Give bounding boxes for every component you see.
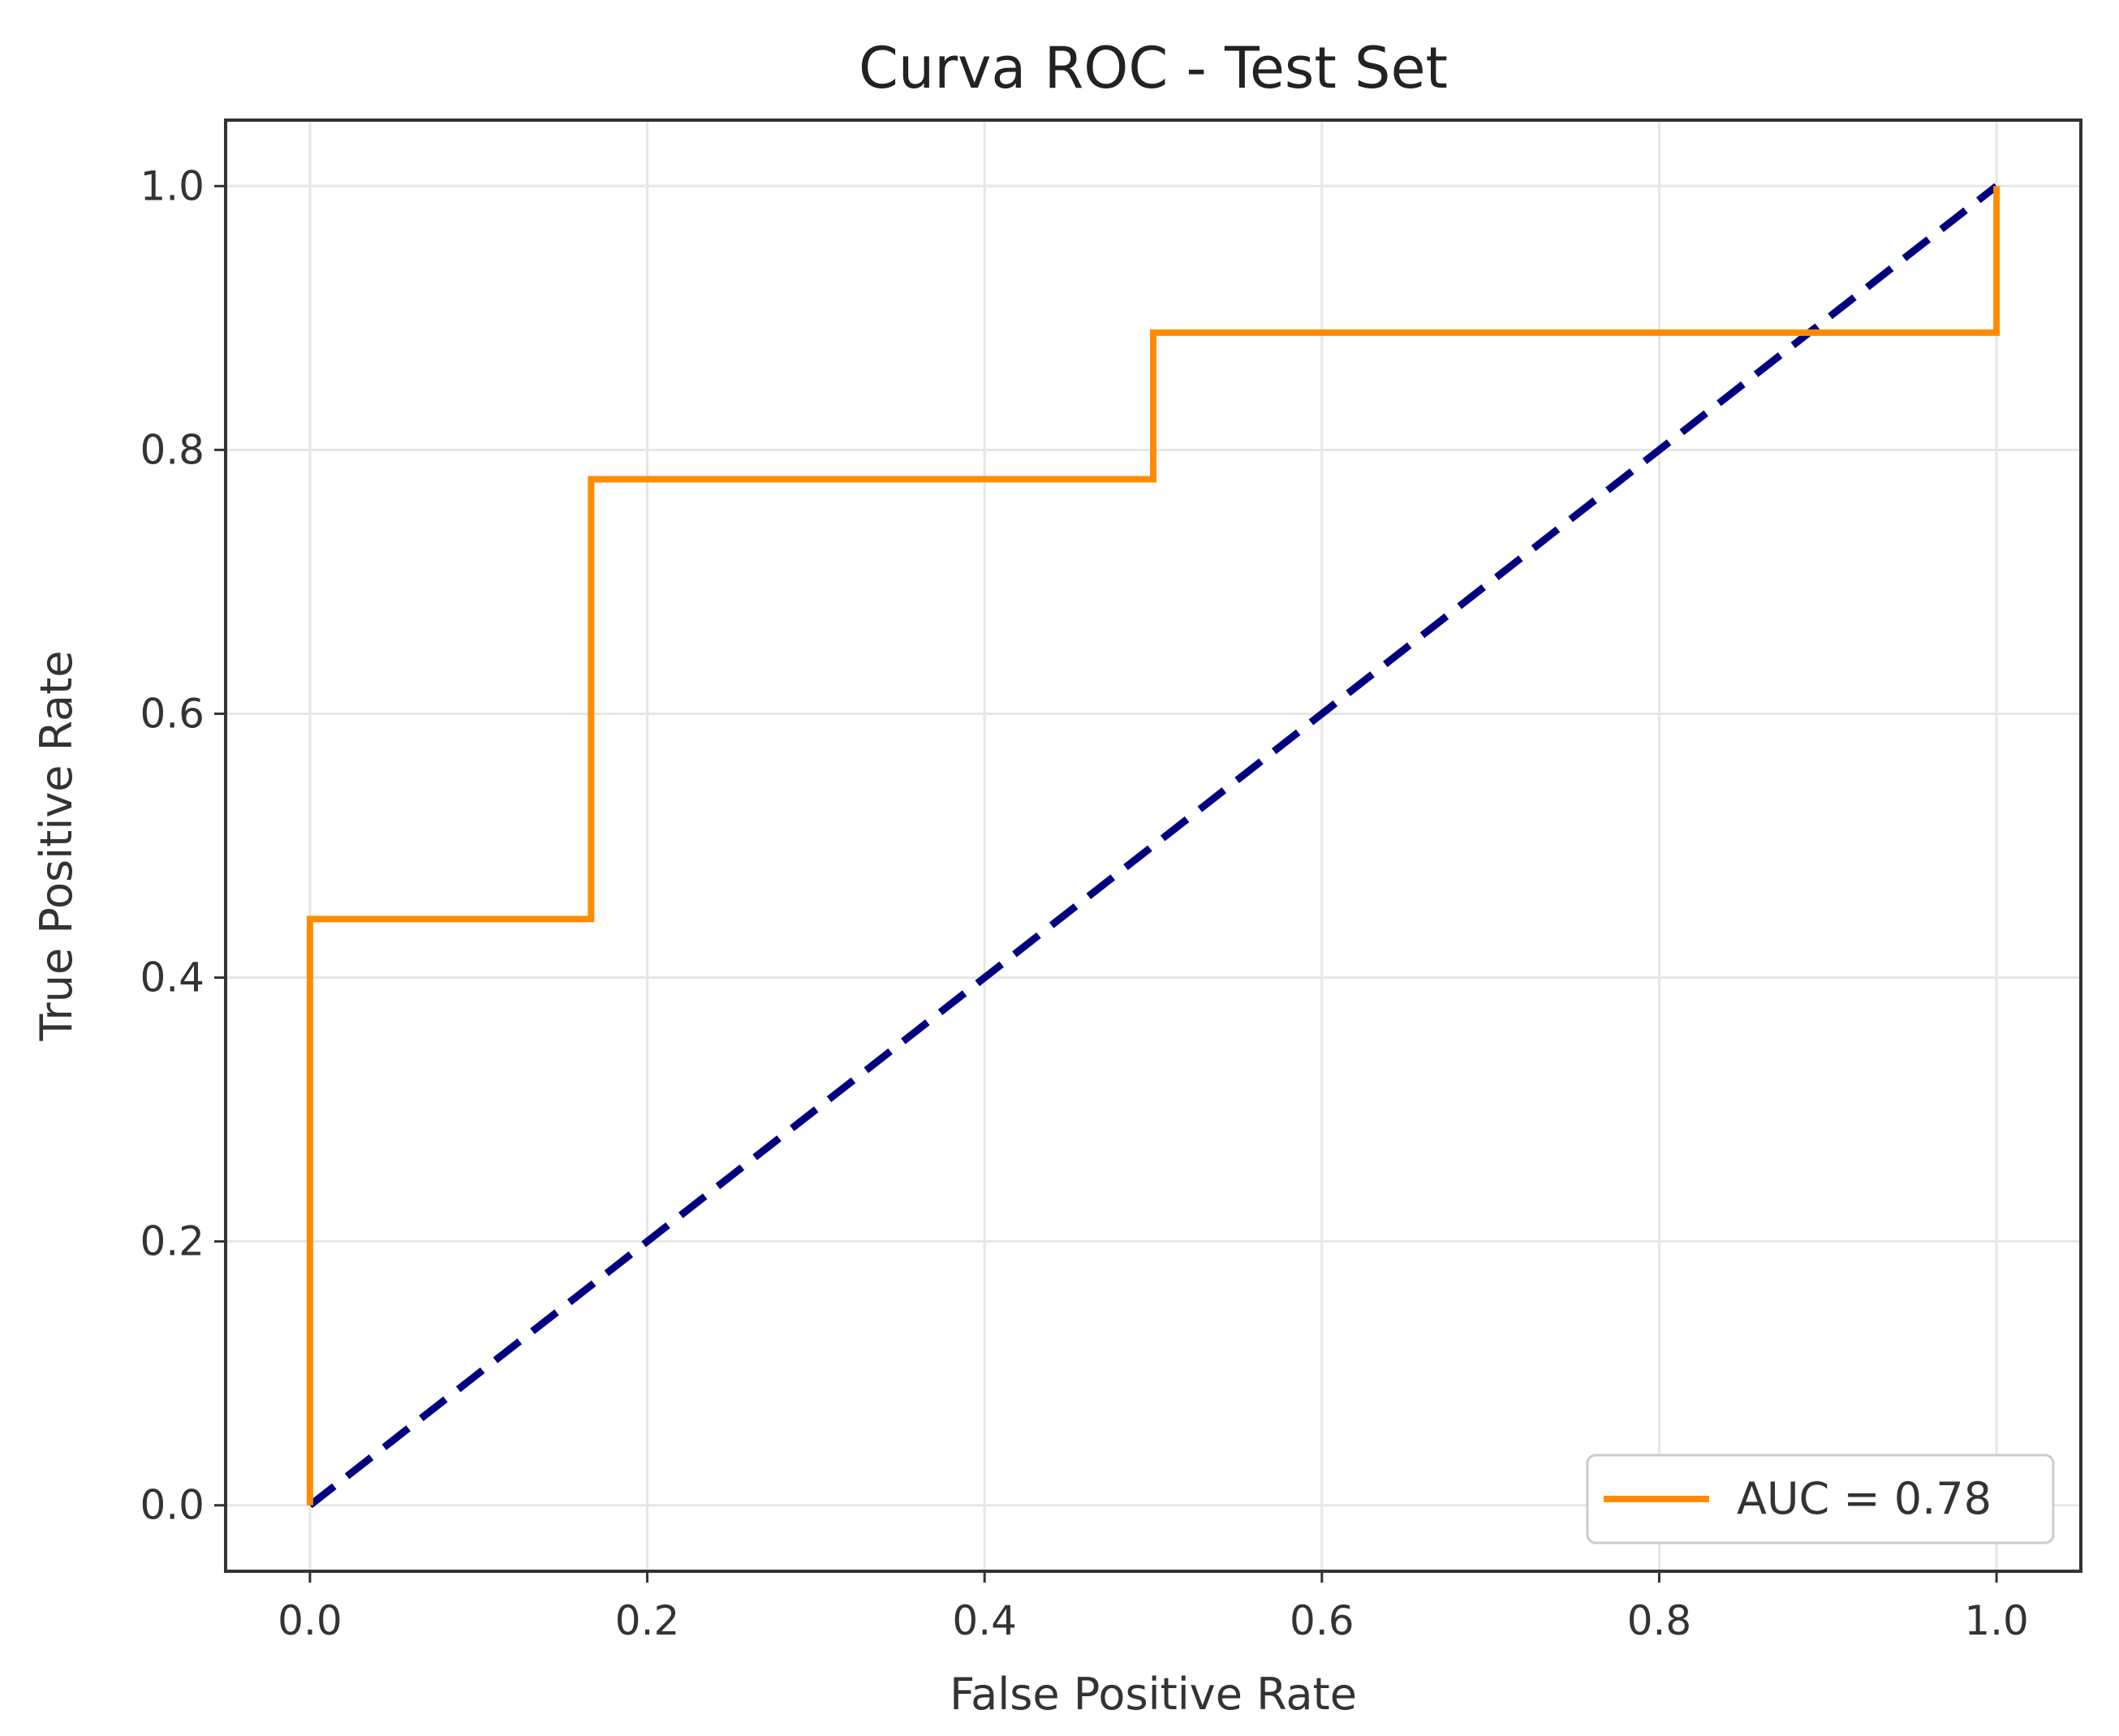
y-ticks: 0.0 0.2 0.4 0.6 0.8 1.0 bbox=[140, 162, 226, 1529]
x-ticks: 0.0 0.2 0.4 0.6 0.8 1.0 bbox=[278, 1571, 2029, 1644]
x-tick-label: 0.6 bbox=[1290, 1597, 1355, 1644]
roc-curve-line bbox=[306, 186, 2001, 1506]
chart-title: Curva ROC - Test Set bbox=[859, 35, 1448, 101]
y-tick-label: 1.0 bbox=[140, 162, 205, 209]
x-tick-label: 1.0 bbox=[1964, 1597, 2029, 1644]
x-tick-label: 0.0 bbox=[278, 1597, 342, 1644]
y-tick-label: 0.4 bbox=[140, 954, 205, 1002]
y-axis-title: True Positive Rate bbox=[31, 650, 82, 1041]
x-axis-title: False Positive Rate bbox=[950, 1669, 1357, 1720]
legend-box bbox=[1586, 1454, 2055, 1544]
legend-label: AUC = 0.78 bbox=[1737, 1473, 1992, 1524]
plot-series bbox=[306, 183, 2001, 1509]
x-tick-label: 0.2 bbox=[615, 1597, 680, 1644]
y-tick-label: 0.0 bbox=[140, 1482, 205, 1529]
chance-diagonal-line bbox=[308, 183, 1999, 1509]
legend: AUC = 0.78 bbox=[1586, 1454, 2055, 1544]
plot-frame bbox=[224, 118, 2082, 1573]
x-tick-label: 0.8 bbox=[1627, 1597, 1692, 1644]
y-tick-label: 0.8 bbox=[140, 426, 205, 473]
x-tick-label: 0.4 bbox=[952, 1597, 1017, 1644]
y-tick-label: 0.2 bbox=[140, 1218, 205, 1265]
y-tick-label: 0.6 bbox=[140, 690, 205, 737]
